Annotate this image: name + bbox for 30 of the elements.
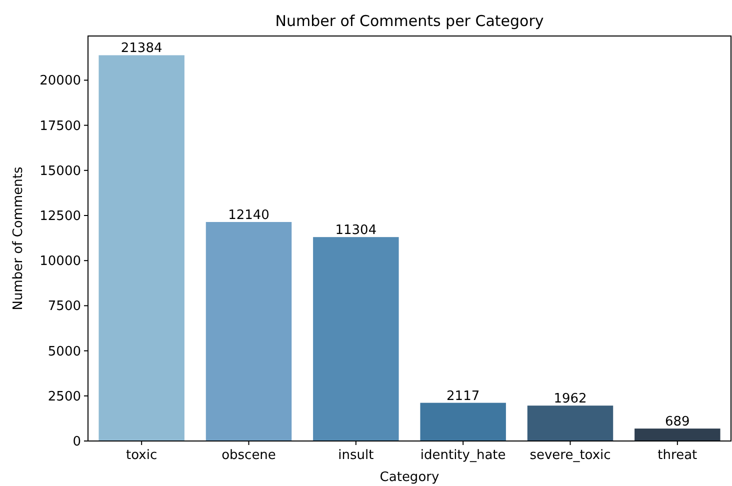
y-tick-label: 12500: [40, 209, 81, 224]
bar: [420, 402, 506, 441]
y-tick-label: 5000: [48, 344, 81, 360]
bar: [98, 55, 184, 441]
x-tick-label: toxic: [126, 448, 158, 463]
bar: [206, 222, 292, 441]
x-tick-label: threat: [658, 448, 698, 463]
data-label: 21384: [120, 41, 162, 56]
data-label: 2117: [446, 388, 480, 404]
data-label: 12140: [228, 208, 270, 223]
x-tick-label: severe_toxic: [530, 448, 611, 463]
y-tick-label: 7500: [48, 299, 81, 314]
y-tick-label: 10000: [40, 254, 81, 270]
data-label: 689: [665, 414, 690, 430]
y-tick-label: 20000: [40, 74, 81, 89]
bar: [527, 406, 614, 441]
y-tick-label: 17500: [40, 118, 81, 134]
x-tick-label: obscene: [222, 448, 276, 463]
data-label: 11304: [335, 223, 377, 238]
x-tick-label: insult: [338, 448, 374, 463]
bar: [634, 428, 720, 441]
y-tick-label: 0: [72, 434, 81, 450]
x-axis-title: Category: [380, 470, 440, 485]
y-tick-label: 15000: [40, 164, 81, 179]
y-tick-label: 2500: [48, 389, 81, 404]
chart-title: Number of Comments per Category: [275, 12, 544, 30]
bar: [313, 237, 399, 441]
data-label: 1962: [554, 392, 587, 407]
x-tick-label: identity_hate: [420, 448, 506, 463]
y-axis-title: Number of Comments: [11, 166, 26, 310]
